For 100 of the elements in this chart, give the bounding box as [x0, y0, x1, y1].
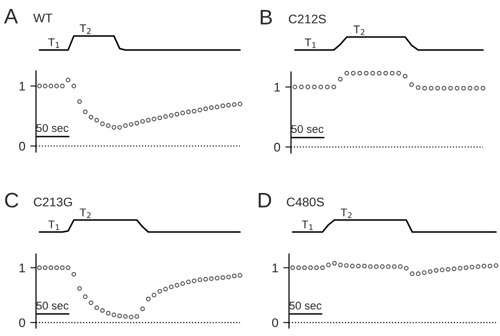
point — [325, 84, 330, 90]
point — [209, 276, 214, 281]
point — [146, 296, 151, 302]
point — [318, 84, 324, 90]
text: T$_{2}$ — [340, 208, 352, 218]
point — [312, 84, 317, 90]
point — [117, 314, 122, 318]
point — [364, 70, 369, 76]
point — [220, 275, 226, 280]
point — [128, 122, 134, 127]
point — [88, 114, 94, 120]
text: T$_{2}$ — [80, 208, 91, 218]
point — [88, 300, 94, 306]
point — [203, 106, 208, 112]
point — [338, 76, 343, 82]
text: D — [258, 193, 272, 208]
point — [54, 84, 59, 88]
point — [434, 268, 438, 273]
point — [402, 74, 408, 79]
point — [72, 272, 76, 277]
point — [440, 268, 444, 272]
annotation: T$_{1}$ — [304, 38, 316, 48]
point — [480, 86, 486, 91]
point — [296, 265, 301, 270]
point — [314, 265, 319, 270]
y-tick-label: 1 — [272, 264, 278, 272]
chart-title: C480S — [286, 198, 324, 206]
point — [48, 84, 54, 88]
point — [157, 115, 162, 120]
point — [461, 86, 466, 91]
annotation: 50 sec — [291, 125, 324, 133]
y-tick-label: 1 — [274, 82, 280, 92]
annotation: 50 sec — [289, 302, 322, 310]
point — [238, 102, 242, 106]
point — [123, 123, 128, 128]
point — [180, 281, 186, 286]
annotation: T$_{1}$ — [302, 220, 313, 230]
point — [203, 276, 208, 282]
point — [128, 314, 134, 320]
point — [299, 84, 304, 90]
point — [404, 266, 409, 271]
point — [42, 265, 48, 270]
chart-title: C212S — [288, 14, 326, 24]
y-tick-label: 0 — [272, 318, 278, 328]
point — [214, 276, 220, 280]
point — [454, 86, 460, 91]
point — [168, 113, 174, 118]
point — [320, 265, 325, 270]
annotation: 50 sec — [36, 124, 68, 132]
point — [226, 102, 231, 108]
point — [214, 104, 220, 110]
point — [488, 264, 492, 268]
point — [476, 264, 480, 269]
point — [174, 282, 180, 288]
point — [163, 286, 168, 292]
text: C — [5, 192, 18, 208]
point — [326, 262, 331, 268]
point — [94, 118, 100, 123]
chart-title: WT — [33, 14, 52, 22]
point — [458, 266, 462, 271]
point — [198, 108, 202, 112]
point — [306, 84, 310, 90]
point — [435, 86, 440, 91]
text: T$_{2}$ — [354, 25, 364, 35]
point — [392, 264, 397, 269]
point — [390, 70, 395, 76]
point — [308, 265, 313, 270]
point — [332, 260, 337, 266]
point — [180, 110, 186, 116]
point — [350, 264, 355, 268]
point — [100, 121, 105, 126]
point — [174, 112, 180, 117]
point — [428, 86, 434, 91]
point — [398, 264, 403, 269]
point — [368, 264, 373, 269]
point — [474, 86, 479, 91]
point — [94, 305, 100, 310]
point — [468, 86, 472, 91]
y-tick-label: 1 — [20, 82, 25, 91]
point — [428, 269, 433, 274]
point — [82, 294, 88, 300]
y-tick-label: 1 — [20, 264, 25, 272]
point — [416, 85, 420, 90]
point — [168, 284, 174, 290]
annotation: T$_{1}$ — [48, 220, 60, 230]
point — [112, 312, 116, 318]
point — [134, 314, 140, 319]
point — [376, 70, 382, 76]
point — [232, 274, 237, 278]
point — [422, 86, 427, 91]
text: B — [260, 10, 272, 24]
point — [146, 118, 151, 123]
point — [446, 267, 450, 272]
y-tick-label: 0 — [19, 318, 26, 328]
point — [186, 280, 191, 284]
point — [106, 123, 111, 128]
point — [232, 102, 237, 107]
point — [100, 308, 105, 313]
point — [380, 264, 385, 269]
point — [157, 288, 162, 294]
